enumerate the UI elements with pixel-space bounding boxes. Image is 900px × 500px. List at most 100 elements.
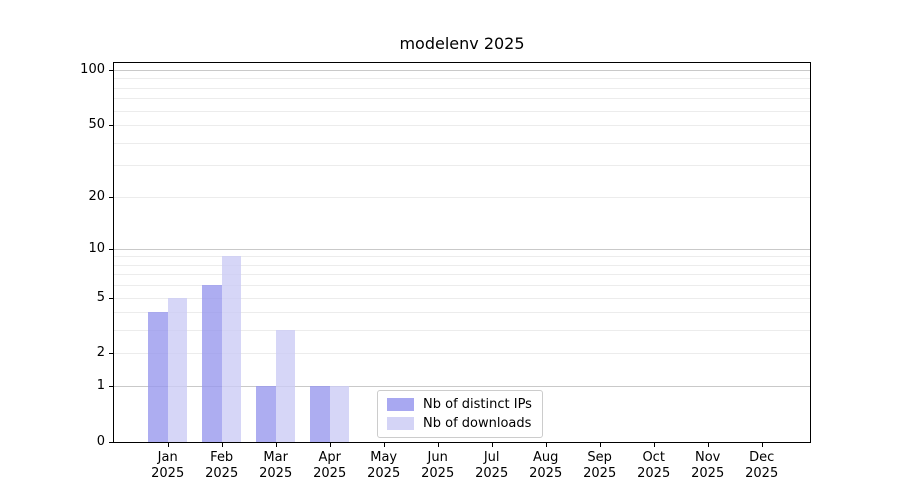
gridline-minor <box>114 264 810 266</box>
y-tick-label: 2 <box>96 345 105 361</box>
x-tick-label: Nov 2025 <box>681 450 735 482</box>
y-tick-label: 10 <box>88 240 105 256</box>
gridline-minor <box>114 297 810 299</box>
x-tick-year: 2025 <box>691 466 725 481</box>
chart-title: modelenv 2025 <box>399 34 525 53</box>
gridline-minor <box>114 125 810 127</box>
x-tick-month: Dec <box>749 450 775 465</box>
gridline-minor <box>114 165 810 167</box>
x-tick-mark <box>437 443 439 447</box>
gridline-minor <box>114 330 810 332</box>
x-tick-year: 2025 <box>529 466 563 481</box>
x-tick-mark <box>653 443 655 447</box>
y-tick-label: 50 <box>88 117 105 133</box>
x-tick-mark <box>275 443 277 447</box>
gridline-major <box>114 386 810 388</box>
gridline-minor <box>114 274 810 276</box>
x-tick-month: Nov <box>695 450 721 465</box>
x-tick-mark <box>329 443 331 447</box>
bar-downloads <box>329 386 350 442</box>
gridline-minor <box>114 87 810 89</box>
gridline-minor <box>114 353 810 355</box>
y-tick-mark <box>109 353 113 355</box>
x-tick-month: Sep <box>587 450 612 465</box>
y-tick-label: 100 <box>80 61 105 77</box>
y-tick-mark <box>109 125 113 127</box>
gridline-minor <box>114 196 810 198</box>
x-tick-month: Jan <box>157 450 178 465</box>
x-tick-year: 2025 <box>475 466 509 481</box>
x-tick-label: Jun 2025 <box>411 450 465 482</box>
x-tick-month: Apr <box>318 450 341 465</box>
x-tick-label: Feb 2025 <box>195 450 249 482</box>
x-tick-month: May <box>370 450 398 465</box>
y-tick-label: 1 <box>96 378 105 394</box>
x-tick-label: Dec 2025 <box>735 450 789 482</box>
y-tick-label: 5 <box>96 289 105 305</box>
plot-area <box>113 62 811 443</box>
x-tick-year: 2025 <box>151 466 185 481</box>
bar-distinct-ips <box>256 386 276 442</box>
legend-item: Nb of downloads <box>387 416 532 431</box>
x-tick-year: 2025 <box>259 466 293 481</box>
x-tick-year: 2025 <box>637 466 671 481</box>
y-tick-mark <box>109 196 113 198</box>
gridline-major <box>114 248 810 250</box>
x-tick-label: May 2025 <box>357 450 411 482</box>
y-tick-label: 20 <box>88 188 105 204</box>
x-tick-month: Aug <box>532 450 559 465</box>
bar-downloads <box>167 297 188 442</box>
x-tick-label: Apr 2025 <box>303 450 357 482</box>
x-tick-mark <box>221 443 223 447</box>
bar-distinct-ips <box>148 312 168 442</box>
legend-item: Nb of distinct IPs <box>387 397 532 412</box>
legend-swatch-downloads <box>387 417 414 430</box>
legend-label: Nb of downloads <box>423 416 532 431</box>
gridline-minor <box>114 78 810 80</box>
x-tick-label: Oct 2025 <box>627 450 681 482</box>
x-tick-month: Jul <box>483 450 500 465</box>
x-tick-year: 2025 <box>583 466 617 481</box>
x-tick-month: Oct <box>642 450 665 465</box>
x-tick-mark <box>599 443 601 447</box>
legend-swatch-distinct-ips <box>387 398 414 411</box>
x-tick-label: Aug 2025 <box>519 450 573 482</box>
gridline-minor <box>114 142 810 144</box>
gridline-major <box>114 69 810 71</box>
y-tick-label: 0 <box>96 434 105 449</box>
bar-distinct-ips <box>202 285 222 442</box>
x-tick-label: Mar 2025 <box>249 450 303 482</box>
bar-downloads <box>221 256 242 442</box>
x-tick-year: 2025 <box>205 466 239 481</box>
x-tick-month: Mar <box>263 450 288 465</box>
gridline-minor <box>114 312 810 314</box>
y-tick-mark <box>109 442 113 443</box>
x-tick-year: 2025 <box>313 466 347 481</box>
x-tick-mark <box>761 443 763 447</box>
bar-distinct-ips <box>310 386 330 442</box>
x-tick-mark <box>167 443 169 447</box>
x-tick-mark <box>707 443 709 447</box>
gridline-minor <box>114 256 810 258</box>
y-tick-mark <box>109 69 113 71</box>
x-tick-year: 2025 <box>367 466 401 481</box>
x-tick-year: 2025 <box>745 466 779 481</box>
x-tick-month: Jun <box>427 450 448 465</box>
x-tick-label: Jan 2025 <box>141 450 195 482</box>
x-tick-mark <box>545 443 547 447</box>
x-tick-month: Feb <box>210 450 234 465</box>
x-tick-year: 2025 <box>421 466 455 481</box>
x-tick-mark <box>491 443 493 447</box>
legend-label: Nb of distinct IPs <box>423 397 532 412</box>
bar-downloads <box>275 330 296 442</box>
x-tick-mark <box>383 443 385 447</box>
x-tick-label: Sep 2025 <box>573 450 627 482</box>
legend: Nb of distinct IPs Nb of downloads <box>377 390 543 438</box>
y-tick-mark <box>109 248 113 250</box>
y-tick-mark <box>109 297 113 299</box>
gridline-minor <box>114 98 810 100</box>
gridline-minor <box>114 110 810 112</box>
x-tick-label: Jul 2025 <box>465 450 519 482</box>
gridline-minor <box>114 285 810 287</box>
